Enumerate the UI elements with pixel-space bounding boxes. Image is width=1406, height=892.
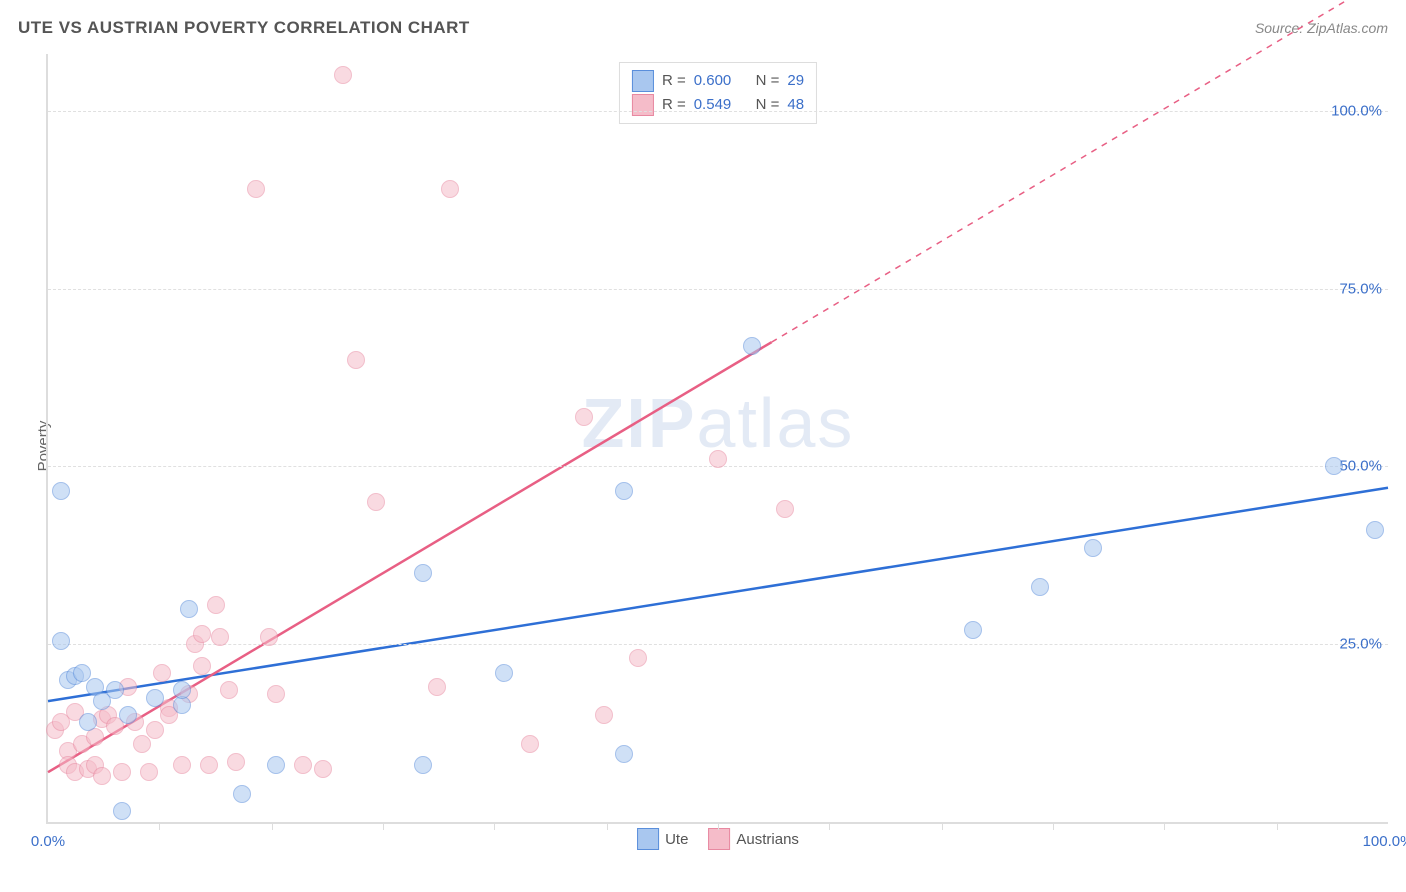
x-minor-tick — [1277, 822, 1278, 830]
scatter-point — [180, 600, 198, 618]
scatter-point — [52, 632, 70, 650]
scatter-point — [595, 706, 613, 724]
scatter-point — [1084, 539, 1102, 557]
x-tick-label: 100.0% — [1363, 833, 1406, 850]
legend-swatch — [708, 828, 730, 850]
legend-r-value: 0.600 — [694, 69, 732, 93]
scatter-point — [113, 763, 131, 781]
scatter-point — [414, 756, 432, 774]
series-legend-item: Ute — [637, 828, 688, 850]
scatter-point — [1325, 457, 1343, 475]
gridline — [48, 289, 1388, 290]
scatter-point — [776, 500, 794, 518]
scatter-point — [140, 763, 158, 781]
scatter-point — [267, 685, 285, 703]
scatter-point — [260, 628, 278, 646]
scatter-point — [73, 664, 91, 682]
scatter-point — [615, 482, 633, 500]
x-minor-tick — [159, 822, 160, 830]
gridline — [48, 644, 1388, 645]
scatter-point — [113, 802, 131, 820]
scatter-point — [247, 180, 265, 198]
scatter-point — [414, 564, 432, 582]
x-minor-tick — [494, 822, 495, 830]
scatter-plot: ZIPatlas R = 0.600 N = 29R = 0.549 N = 4… — [46, 54, 1388, 824]
series-legend-label: Austrians — [736, 831, 799, 848]
scatter-point — [93, 767, 111, 785]
scatter-point — [709, 450, 727, 468]
scatter-point — [1031, 578, 1049, 596]
y-tick-label: 100.0% — [1331, 102, 1382, 119]
scatter-point — [211, 628, 229, 646]
scatter-point — [441, 180, 459, 198]
legend-swatch — [637, 828, 659, 850]
x-minor-tick — [607, 822, 608, 830]
scatter-point — [521, 735, 539, 753]
x-minor-tick — [1164, 822, 1165, 830]
legend-r-label: R = — [662, 93, 686, 117]
scatter-point — [964, 621, 982, 639]
scatter-point — [173, 756, 191, 774]
y-tick-label: 50.0% — [1339, 458, 1382, 475]
scatter-point — [1366, 521, 1384, 539]
scatter-point — [227, 753, 245, 771]
scatter-point — [743, 337, 761, 355]
legend-swatch — [632, 70, 654, 92]
scatter-point — [200, 756, 218, 774]
series-legend-item: Austrians — [708, 828, 799, 850]
scatter-point — [233, 785, 251, 803]
legend-swatch — [632, 94, 654, 116]
scatter-point — [314, 760, 332, 778]
gridline — [48, 111, 1388, 112]
scatter-point — [294, 756, 312, 774]
series-legend-label: Ute — [665, 831, 688, 848]
scatter-point — [347, 351, 365, 369]
x-minor-tick — [942, 822, 943, 830]
scatter-point — [207, 596, 225, 614]
scatter-point — [575, 408, 593, 426]
chart-title: UTE VS AUSTRIAN POVERTY CORRELATION CHAR… — [18, 18, 470, 38]
scatter-point — [495, 664, 513, 682]
x-minor-tick — [1053, 822, 1054, 830]
scatter-point — [52, 482, 70, 500]
scatter-point — [173, 681, 191, 699]
scatter-point — [629, 649, 647, 667]
scatter-point — [428, 678, 446, 696]
scatter-point — [615, 745, 633, 763]
scatter-point — [79, 713, 97, 731]
scatter-point — [267, 756, 285, 774]
scatter-point — [367, 493, 385, 511]
scatter-point — [193, 625, 211, 643]
x-tick-label: 0.0% — [31, 833, 65, 850]
legend-n-label: N = — [756, 93, 780, 117]
legend-n-value: 48 — [787, 93, 804, 117]
legend-n-value: 29 — [787, 69, 804, 93]
legend-n-label: N = — [756, 69, 780, 93]
x-minor-tick — [383, 822, 384, 830]
y-tick-label: 75.0% — [1339, 280, 1382, 297]
scatter-point — [133, 735, 151, 753]
scatter-point — [106, 681, 124, 699]
legend-row: R = 0.549 N = 48 — [632, 93, 804, 117]
scatter-point — [153, 664, 171, 682]
trend-lines — [48, 54, 1388, 822]
scatter-point — [220, 681, 238, 699]
series-legend: Ute Austrians — [637, 828, 799, 850]
y-tick-label: 25.0% — [1339, 636, 1382, 653]
scatter-point — [119, 706, 137, 724]
x-minor-tick — [829, 822, 830, 830]
legend-row: R = 0.600 N = 29 — [632, 69, 804, 93]
legend-r-value: 0.549 — [694, 93, 732, 117]
source-label: Source: ZipAtlas.com — [1255, 20, 1388, 36]
legend-r-label: R = — [662, 69, 686, 93]
correlation-legend: R = 0.600 N = 29R = 0.549 N = 48 — [619, 62, 817, 124]
scatter-point — [146, 721, 164, 739]
scatter-point — [334, 66, 352, 84]
x-minor-tick — [718, 822, 719, 830]
x-minor-tick — [272, 822, 273, 830]
scatter-point — [146, 689, 164, 707]
scatter-point — [193, 657, 211, 675]
